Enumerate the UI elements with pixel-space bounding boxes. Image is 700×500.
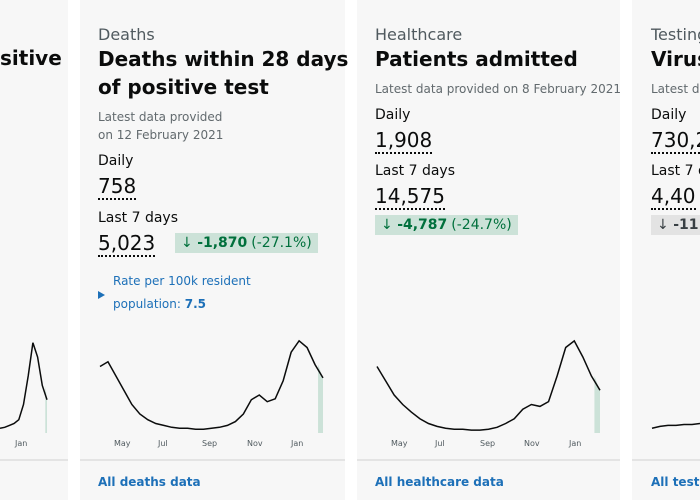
- title: Patients admitted: [375, 47, 578, 71]
- month-label: Sep: [202, 439, 218, 448]
- change-percent: (-24.7%): [451, 217, 512, 233]
- rate-label[interactable]: population: 7.5: [113, 297, 206, 311]
- metric-label: Last 7 days: [375, 163, 456, 179]
- metric-value: 1,908: [375, 128, 433, 154]
- latest-date: Latest data provided on 8 February 2021: [375, 82, 621, 96]
- arrow: ↓: [181, 235, 193, 251]
- title: sitive: [0, 46, 62, 70]
- link[interactable]: All healthcare data: [375, 475, 504, 489]
- latest-date: on 12 February 2021: [98, 128, 224, 142]
- month-label: Jul: [435, 439, 445, 448]
- metric-label: Daily: [651, 107, 687, 123]
- change-amount: -1,870: [197, 235, 248, 251]
- title: Deaths within 28 days: [98, 47, 349, 71]
- trend-line: [651, 422, 700, 429]
- metric-value: 730,2: [651, 128, 700, 154]
- change-amount: -4,787: [397, 217, 448, 233]
- card: [632, 0, 700, 500]
- change-badge: ↓ -4,787 (-24.7%): [375, 215, 518, 235]
- category: Testing: [651, 25, 700, 44]
- latest-date: Latest data provided: [98, 110, 223, 124]
- trend-line: [376, 339, 601, 431]
- last-7-days-shade: [594, 376, 600, 433]
- change-badge: ↓ -1,870 (-27.1%): [175, 233, 318, 253]
- month-label: Jan: [15, 439, 28, 448]
- month-label: Nov: [247, 439, 263, 448]
- card: [357, 0, 620, 500]
- metric-value: 758: [98, 174, 137, 200]
- last-7-days-shade: [45, 385, 47, 433]
- category: Deaths: [98, 25, 155, 44]
- metric-value: 4,40: [651, 184, 696, 210]
- trend-line: [99, 339, 324, 430]
- month-label: Sep: [480, 439, 496, 448]
- month-label: May: [114, 439, 131, 448]
- month-label: Nov: [524, 439, 540, 448]
- month-label: May: [391, 439, 408, 448]
- rate-label[interactable]: Rate per 100k resident: [113, 274, 251, 288]
- month-label: Jan: [291, 439, 304, 448]
- metric-label: Last 7 day: [651, 163, 700, 179]
- trend-line: [0, 342, 48, 429]
- month-label: Jul: [158, 439, 168, 448]
- arrow: ↓: [381, 217, 393, 233]
- rate-value: 7.5: [184, 297, 206, 311]
- metric-label: Daily: [98, 153, 134, 169]
- link[interactable]: All deaths data: [98, 475, 201, 489]
- disclosure-arrow[interactable]: [98, 291, 105, 299]
- metric-label: Daily: [375, 107, 411, 123]
- last-7-days-shade: [318, 364, 323, 433]
- metric-value: 5,023: [98, 231, 156, 257]
- rate-text: population:: [113, 297, 181, 311]
- month-label: Jan: [569, 439, 582, 448]
- change-badge: ↓ -111,: [651, 215, 700, 235]
- metric-label: Last 7 days: [98, 210, 179, 226]
- arrow: ↓: [657, 217, 669, 233]
- link[interactable]: All testin: [651, 475, 700, 489]
- change-percent: (-27.1%): [251, 235, 312, 251]
- change-amount: -111,: [673, 217, 700, 233]
- category: Healthcare: [375, 25, 463, 44]
- title: Virus: [651, 47, 700, 71]
- metric-value: 14,575: [375, 184, 445, 210]
- title: of positive test: [98, 75, 269, 99]
- card: [0, 0, 68, 500]
- latest-date: Latest d: [651, 82, 700, 96]
